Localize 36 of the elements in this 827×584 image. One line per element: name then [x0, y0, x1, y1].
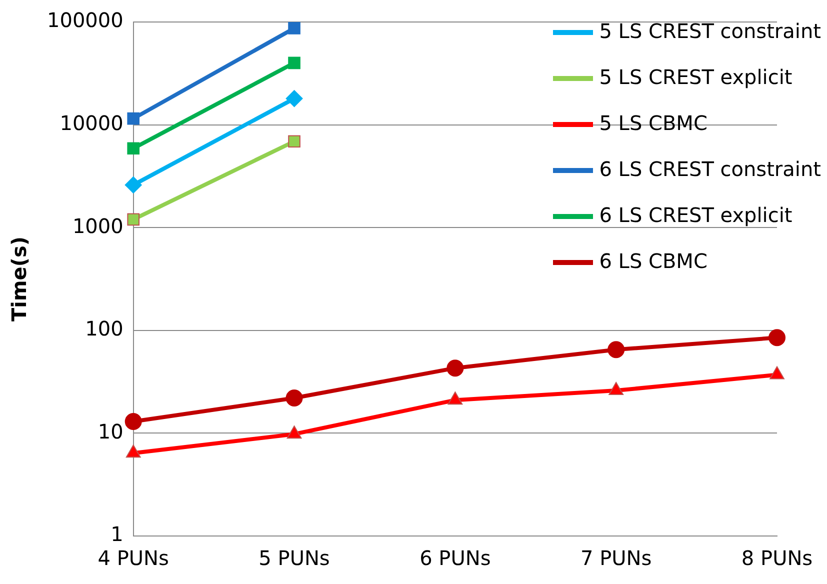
legend-label: 5 LS CREST constraint: [599, 19, 821, 43]
x-tick-label: 4 PUNs: [98, 546, 169, 570]
point: [446, 360, 464, 377]
point: [608, 341, 625, 358]
y-axis-title: Time(s): [7, 236, 32, 322]
legend-label: 5 LS CBMC: [599, 111, 708, 135]
point: [288, 22, 300, 34]
point: [286, 90, 303, 108]
point: [288, 135, 300, 148]
x-tick-label: 7 PUNs: [580, 546, 652, 570]
legend-label: 6 LS CREST explicit: [599, 203, 792, 227]
point: [127, 112, 140, 125]
y-tick-label: 1000: [72, 214, 124, 238]
point: [288, 56, 300, 70]
x-tick-label: 5 PUNs: [258, 546, 330, 570]
point: [768, 329, 786, 346]
y-tick-label: 100000: [46, 8, 124, 32]
point: [124, 176, 142, 194]
point: [126, 444, 141, 458]
x-tick-label: 6 PUNs: [420, 546, 491, 570]
point: [127, 142, 140, 155]
legend-label: 5 LS CREST explicit: [599, 65, 792, 89]
legend-label: 6 LS CBMC: [599, 249, 708, 273]
point: [286, 390, 303, 406]
y-tick-label: 100: [85, 316, 124, 341]
point: [448, 392, 463, 405]
point: [124, 412, 142, 430]
x-tick-label: 8 PUNs: [741, 546, 813, 570]
y-tick-label: 10: [98, 419, 124, 444]
point: [770, 366, 784, 380]
point: [608, 382, 624, 396]
legend-label: 6 LS CREST constraint: [599, 157, 821, 181]
point: [286, 426, 302, 439]
y-tick-label: 10000: [60, 111, 124, 136]
y-tick-label: 1: [110, 522, 124, 546]
point: [127, 213, 140, 226]
